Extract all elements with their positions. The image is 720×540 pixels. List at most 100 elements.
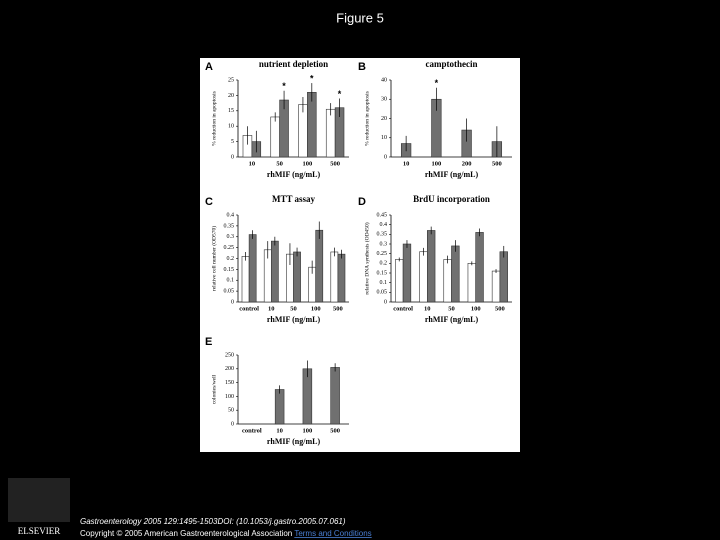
y-tick-label: 0.35 bbox=[224, 223, 235, 229]
significance-marker: * bbox=[435, 78, 439, 88]
bar bbox=[395, 259, 404, 303]
x-tick-label: 10 bbox=[249, 160, 256, 167]
bar bbox=[330, 367, 340, 425]
copyright-text: Copyright © 2005 American Gastroenterolo… bbox=[80, 529, 292, 538]
y-tick-label: 250 bbox=[225, 352, 234, 358]
panel-title: nutrient depletion bbox=[259, 59, 328, 69]
bar bbox=[307, 92, 317, 158]
y-tick-label: 25 bbox=[228, 77, 234, 83]
y-tick-label: 20 bbox=[381, 116, 387, 122]
panel-label: A bbox=[205, 61, 213, 73]
x-tick-label: 500 bbox=[495, 305, 505, 312]
panel-title: MTT assay bbox=[272, 194, 316, 204]
x-tick-label: 10 bbox=[424, 305, 431, 312]
y-tick-label: 150 bbox=[225, 380, 234, 386]
y-tick-label: 0.15 bbox=[224, 267, 235, 273]
y-tick-label: 200 bbox=[225, 366, 234, 372]
y-tick-label: 0 bbox=[231, 421, 234, 427]
x-tick-label: 10 bbox=[403, 160, 410, 167]
y-tick-label: 30 bbox=[381, 97, 387, 103]
y-tick-label: 15 bbox=[228, 108, 234, 114]
x-tick-label: 100 bbox=[432, 160, 442, 167]
y-tick-label: 0.45 bbox=[377, 212, 388, 218]
terms-link[interactable]: Terms and Conditions bbox=[294, 529, 371, 538]
bar bbox=[499, 251, 508, 303]
y-tick-label: 0.25 bbox=[224, 245, 235, 251]
panel-label: B bbox=[358, 61, 366, 73]
panel-label: D bbox=[358, 196, 366, 208]
panel-title: BrdU incorporation bbox=[413, 194, 490, 204]
y-axis-label: relative DNA synthesis (OD450) bbox=[363, 222, 370, 294]
x-axis-label: rhMIF (ng/mL) bbox=[267, 170, 321, 179]
x-tick-label: 500 bbox=[330, 427, 340, 434]
bar bbox=[248, 234, 257, 303]
y-tick-label: 0.4 bbox=[227, 212, 235, 218]
bar bbox=[426, 230, 436, 303]
y-axis-label: relative cell number (OD570) bbox=[210, 226, 217, 291]
x-tick-label: control bbox=[242, 427, 262, 434]
bar bbox=[325, 108, 336, 158]
y-tick-label: 5 bbox=[231, 139, 234, 145]
x-tick-label: 500 bbox=[333, 305, 343, 312]
y-tick-label: 0.2 bbox=[380, 261, 388, 267]
x-tick-label: 100 bbox=[471, 305, 481, 312]
x-axis-label: rhMIF (ng/mL) bbox=[267, 315, 321, 324]
bar bbox=[330, 251, 339, 303]
x-axis-label: rhMIF (ng/mL) bbox=[267, 437, 321, 446]
panel-label: C bbox=[205, 196, 213, 208]
panel-label: E bbox=[205, 336, 212, 348]
figure-panel bbox=[200, 58, 520, 452]
x-tick-label: 200 bbox=[462, 160, 472, 167]
y-tick-label: 0.15 bbox=[377, 270, 388, 276]
y-tick-label: 0.1 bbox=[227, 278, 235, 284]
significance-marker: * bbox=[310, 73, 314, 83]
y-tick-label: 0.3 bbox=[227, 234, 235, 240]
y-tick-label: 50 bbox=[228, 408, 234, 414]
x-axis-label: rhMIF (ng/mL) bbox=[425, 170, 479, 179]
x-tick-label: 50 bbox=[276, 160, 283, 167]
x-tick-label: 100 bbox=[303, 160, 313, 167]
y-tick-label: 0.35 bbox=[377, 232, 388, 238]
bar bbox=[337, 253, 346, 303]
y-tick-label: 0.05 bbox=[224, 289, 235, 295]
y-tick-label: 0 bbox=[384, 299, 387, 305]
bar bbox=[402, 243, 412, 303]
y-tick-label: 0.25 bbox=[377, 251, 388, 257]
bar bbox=[419, 251, 428, 303]
bar bbox=[293, 251, 301, 303]
bar bbox=[270, 240, 279, 303]
x-tick-label: 100 bbox=[311, 305, 321, 312]
y-tick-label: 0.2 bbox=[227, 256, 235, 262]
bar bbox=[467, 263, 476, 303]
bar bbox=[241, 256, 250, 303]
x-tick-label: 10 bbox=[268, 305, 275, 312]
x-tick-label: 500 bbox=[492, 160, 502, 167]
copyright: Copyright © 2005 American Gastroenterolo… bbox=[80, 529, 372, 538]
logo-tree bbox=[8, 478, 70, 522]
y-tick-label: 0 bbox=[231, 154, 234, 160]
bar bbox=[443, 259, 452, 303]
y-tick-label: 0.1 bbox=[380, 280, 388, 286]
bar bbox=[475, 232, 484, 303]
y-tick-label: 100 bbox=[225, 394, 234, 400]
y-tick-label: 20 bbox=[228, 93, 234, 99]
x-tick-label: 50 bbox=[290, 305, 297, 312]
bar bbox=[315, 229, 324, 303]
x-axis-label: rhMIF (ng/mL) bbox=[425, 315, 479, 324]
logo-text: ELSEVIER bbox=[18, 526, 61, 536]
x-tick-label: 100 bbox=[303, 427, 313, 434]
bar bbox=[270, 116, 280, 158]
y-tick-label: 0 bbox=[231, 299, 234, 305]
y-axis-label: % reduction in apoptosis bbox=[364, 91, 370, 146]
y-tick-label: 40 bbox=[381, 77, 387, 83]
x-tick-label: 10 bbox=[276, 427, 283, 434]
x-tick-label: control bbox=[239, 305, 259, 312]
bar bbox=[491, 270, 501, 303]
citation: Gastroenterology 2005 129:1495-1503DOI: … bbox=[80, 517, 346, 526]
x-tick-label: 500 bbox=[330, 160, 340, 167]
panel-title: camptothecin bbox=[426, 59, 478, 69]
y-tick-label: 10 bbox=[381, 135, 387, 141]
bar bbox=[451, 245, 460, 303]
